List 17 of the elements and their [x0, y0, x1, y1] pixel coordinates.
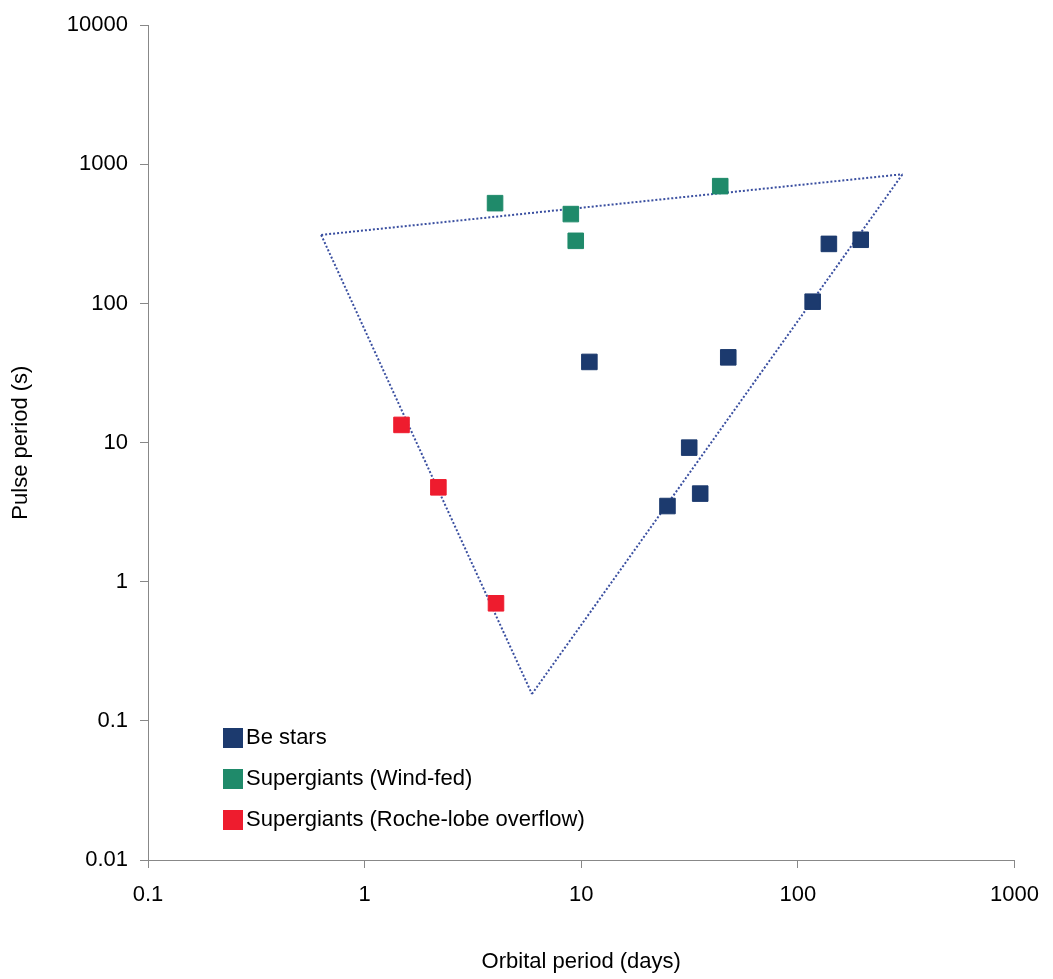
x-tick-label: 100 — [779, 881, 817, 907]
y-tick-label: 0.01 — [85, 846, 128, 872]
x-axis-title: Orbital period (days) — [481, 947, 681, 973]
y-tick-label: 0.1 — [97, 706, 128, 732]
y-tick-label: 1000 — [79, 150, 128, 176]
x-tick-label: 1000 — [990, 881, 1040, 907]
x-tick-label: 1 — [358, 881, 371, 907]
legend-label: Be stars — [246, 724, 327, 750]
y-axis-title: Pulse period (s) — [7, 365, 33, 520]
legend-label: Supergiants (Wind-fed) — [246, 765, 473, 791]
legend-label: Supergiants (Roche-lobe overflow) — [246, 806, 585, 832]
y-tick-label: 100 — [91, 289, 128, 315]
x-tick-label: 10 — [569, 881, 594, 907]
x-tick-label: 0.1 — [132, 881, 164, 907]
y-tick-label: 1 — [115, 567, 128, 593]
y-tick-label: 10 — [103, 428, 128, 454]
y-tick-label: 10000 — [66, 11, 128, 37]
